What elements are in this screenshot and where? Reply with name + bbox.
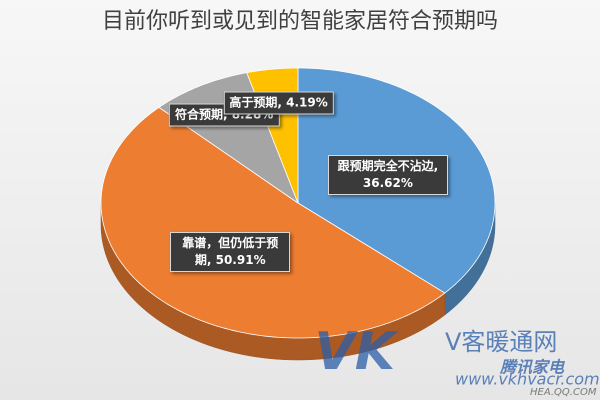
data-label: 靠谱，但仍低于预期, 50.91% [170,231,291,272]
watermark: VK V客暖通网 腾讯家电 www.vkhvacr.com HEA.QQ.COM [314,322,599,398]
watermark-brand-url: HEA.QQ.COM [530,387,597,398]
watermark-url: www.vkhvacr.com [455,370,600,389]
watermark-logo: VK [314,322,398,382]
data-label: 高于预期, 4.19% [223,91,334,115]
watermark-name: V客暖通网 [445,328,557,356]
pie [100,67,496,361]
slice [100,106,446,339]
watermark-brand: 腾讯家电 [499,358,566,377]
chart-title: 目前你听到或见到的智能家居符合预期吗 [102,9,498,34]
data-label: 跟预期完全不沾边, 36.62% [327,155,448,196]
